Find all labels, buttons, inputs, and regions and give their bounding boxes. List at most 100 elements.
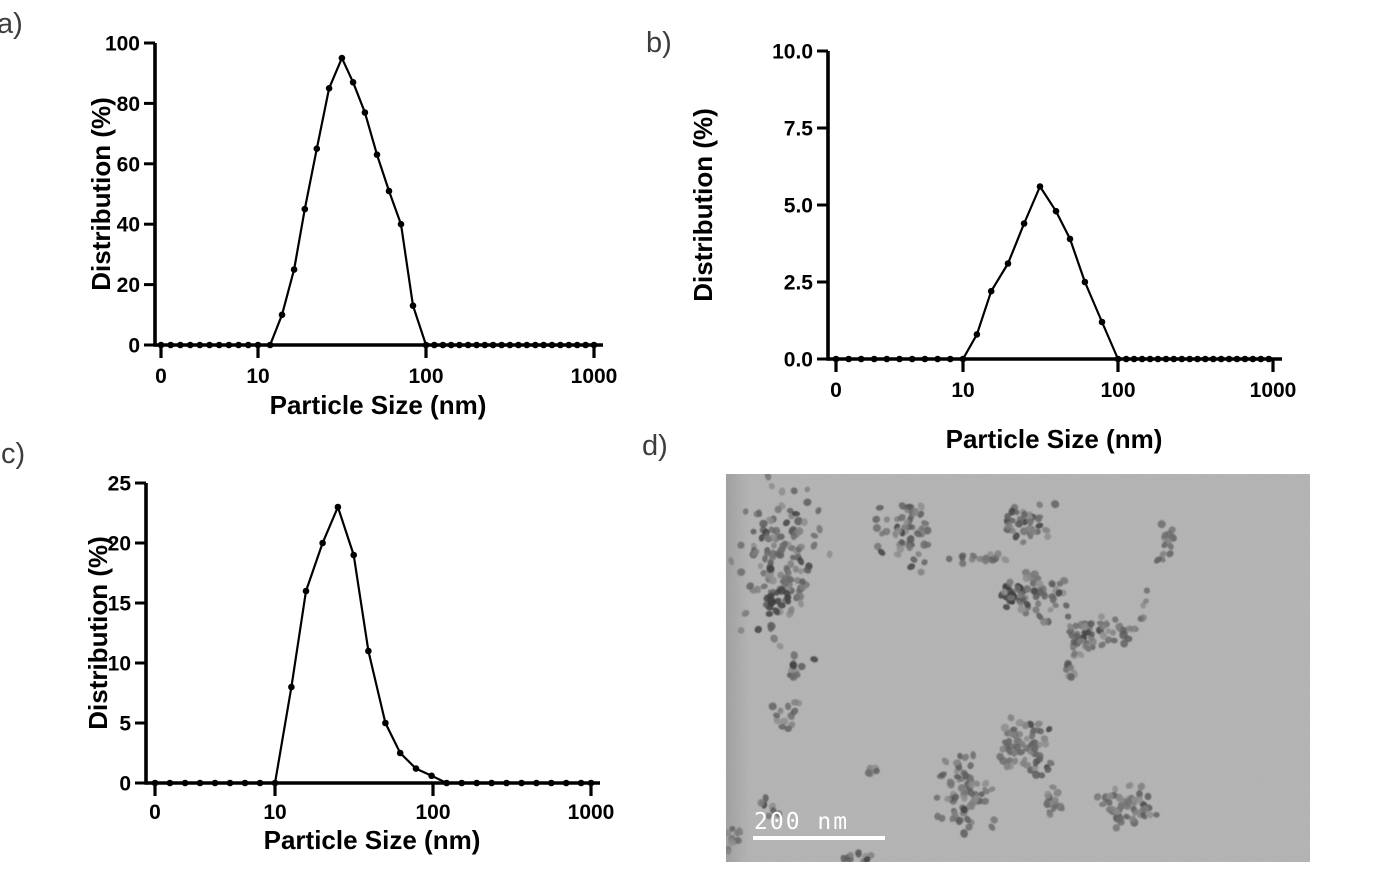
- data-point: [577, 779, 585, 787]
- data-point: [947, 355, 954, 363]
- data-point: [1081, 278, 1089, 286]
- data-point: [458, 779, 466, 787]
- data-point: [587, 779, 595, 787]
- data-point: [1257, 355, 1265, 363]
- x-tick-label: 10: [951, 379, 974, 402]
- data-point: [302, 587, 310, 595]
- data-point: [181, 779, 189, 787]
- y-tick-label: 20: [108, 533, 131, 556]
- y-axis-title: Distribution (%): [688, 108, 718, 302]
- data-point: [319, 539, 326, 547]
- data-point: [1233, 355, 1241, 363]
- y-tick-label: 5: [119, 713, 131, 736]
- data-point: [481, 341, 489, 349]
- data-point: [397, 220, 405, 228]
- data-point: [254, 341, 262, 349]
- data-point: [464, 341, 472, 349]
- data-point: [506, 341, 514, 349]
- data-point: [396, 749, 404, 757]
- data-point: [523, 341, 531, 349]
- data-point: [518, 779, 525, 787]
- data-point: [439, 341, 447, 349]
- data-point: [235, 341, 242, 349]
- tem-image: 200 nm: [724, 472, 1310, 864]
- chart-panel-b: 0.0 2.5 5.0 7.5 10.0 0 10 100 1000 Particle Size …: [688, 41, 1296, 455]
- y-tick-label: 20: [117, 274, 140, 297]
- data-point: [1217, 355, 1225, 363]
- data-point: [409, 302, 417, 310]
- data-point: [857, 355, 865, 363]
- data-point: [1186, 355, 1193, 363]
- data-point: [1004, 260, 1012, 267]
- data-point: [431, 341, 438, 349]
- data-point: [1036, 183, 1044, 190]
- data-point: [385, 187, 393, 195]
- data-point: [557, 341, 564, 349]
- data-point: [1146, 355, 1154, 363]
- data-point: [241, 779, 249, 787]
- y-tick-label: 100: [105, 33, 140, 56]
- data-point: [412, 765, 420, 772]
- data-point: [225, 341, 233, 349]
- data-point: [256, 779, 264, 787]
- y-tick-label: 40: [117, 214, 140, 237]
- tem-noise-overlay: [726, 474, 1310, 862]
- data-point: [1265, 355, 1273, 363]
- data-point: [1066, 235, 1074, 243]
- chart-panel-c: 0 5 10 15 20 25 0 10 100 1000 Particle Size (nm) Di…: [83, 473, 614, 856]
- y-tick-label: 80: [117, 93, 140, 116]
- data-point: [565, 341, 573, 349]
- data-point: [540, 341, 547, 349]
- data-point: [177, 341, 184, 349]
- x-tick-label: 100: [408, 365, 443, 388]
- data-point: [428, 772, 435, 780]
- data-point: [196, 341, 204, 349]
- data-point: [226, 779, 234, 787]
- data-point: [365, 647, 372, 655]
- y-tick-label: 0: [128, 335, 140, 358]
- data-point: [349, 79, 357, 86]
- data-point: [334, 503, 342, 511]
- data-point: [1249, 355, 1257, 363]
- data-point: [473, 341, 480, 349]
- data-point: [1194, 355, 1201, 363]
- data-point: [215, 341, 223, 349]
- data-point: [313, 145, 321, 152]
- distribution-curve: [159, 56, 596, 347]
- data-point: [1241, 355, 1249, 363]
- data-point: [896, 355, 903, 363]
- data-point: [1210, 355, 1217, 363]
- data-point: [548, 779, 555, 787]
- data-point: [350, 551, 358, 559]
- data-point: [987, 287, 995, 295]
- x-axis-title: Particle Size (nm): [264, 825, 481, 855]
- data-point: [422, 341, 430, 349]
- panel-a-letter: a): [0, 8, 23, 40]
- data-point: [533, 779, 540, 787]
- panel-d-letter: d): [642, 430, 668, 462]
- data-point: [211, 779, 219, 787]
- data-point: [1052, 207, 1060, 215]
- y-tick-label: 10.0: [772, 41, 813, 64]
- data-point: [361, 109, 369, 116]
- x-tick-label: 1000: [568, 801, 615, 824]
- x-tick-label: 1000: [1250, 379, 1297, 402]
- y-axis-title: Distribution (%): [86, 97, 116, 291]
- data-point: [921, 355, 929, 363]
- data-point: [382, 719, 389, 727]
- data-point: [373, 151, 381, 158]
- data-point: [278, 311, 286, 319]
- data-point: [582, 341, 589, 349]
- data-point: [290, 266, 298, 273]
- data-point: [1154, 355, 1162, 363]
- data-point: [489, 341, 497, 349]
- data-point: [562, 779, 570, 787]
- scale-bar-label: 200 nm: [754, 809, 849, 835]
- data-point: [883, 355, 891, 363]
- data-point: [186, 341, 194, 349]
- data-point: [271, 779, 279, 787]
- data-point: [1178, 355, 1186, 363]
- y-axis-title: Distribution (%): [83, 536, 113, 730]
